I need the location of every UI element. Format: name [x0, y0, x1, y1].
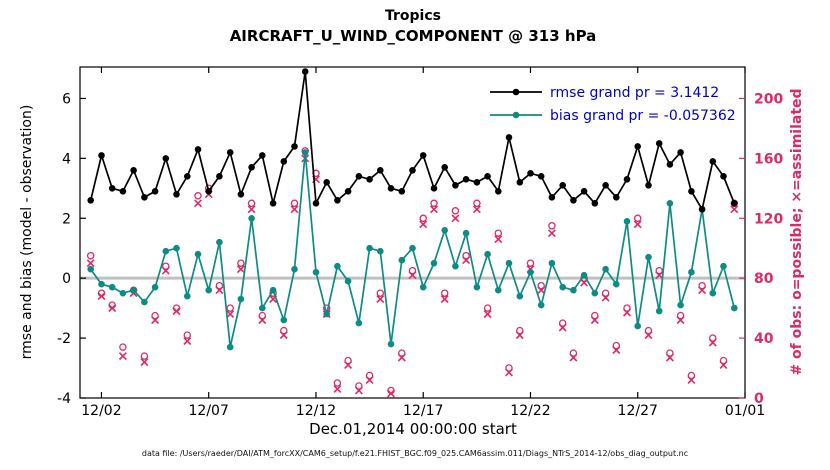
plot-frame: [79, 66, 746, 399]
x-tick-label: 12/07: [189, 403, 229, 419]
left-tick-label: 6: [62, 91, 71, 107]
right-tick-label: 0: [754, 391, 764, 407]
plot-variable-title: AIRCRAFT_U_WIND_COMPONENT @ 313 hPa: [229, 27, 597, 45]
left-tick-label: -4: [57, 391, 71, 407]
legend-entry-rmse: rmse grand pr = 3.1412: [490, 85, 719, 101]
left-tick-label: 0: [62, 271, 71, 287]
x-tick-label: 01/01: [725, 403, 765, 419]
x-tick-label: 12/22: [510, 403, 550, 419]
right-tick-label: 40: [754, 331, 774, 347]
left-tick-label: 2: [62, 211, 71, 227]
data-file-caption: data file: /Users/raeder/DAI/ATM_forcXX/…: [141, 449, 689, 458]
legend-dot-marker: [512, 111, 520, 119]
right-tick-label: 200: [754, 91, 783, 107]
left-tick-label: 4: [62, 151, 71, 167]
left-tick-label: -2: [57, 331, 71, 347]
legend-label: rmse grand pr = 3.1412: [550, 85, 719, 101]
rmse-series: [87, 68, 738, 213]
x-tick-label: 12/27: [618, 403, 658, 419]
obs-count-markers: [86, 147, 739, 398]
left-axis-label: rmse and bias (model - observation): [19, 104, 35, 360]
x-tick-label: 12/17: [403, 403, 443, 419]
right-tick-label: 80: [754, 271, 774, 287]
x-tick-label: 12/12: [296, 403, 336, 419]
x-tick-label: 12/02: [81, 403, 121, 419]
x-axis-label: Dec.01,2014 00:00:00 start: [309, 420, 517, 438]
legend-dot-marker: [512, 88, 520, 96]
legend-label: bias grand pr = -0.057362: [550, 108, 736, 124]
right-tick-label: 120: [754, 211, 783, 227]
plot-region-title: Tropics: [385, 8, 441, 24]
right-axis-label: # of obs: o=possible; ×=assimilated: [789, 88, 805, 376]
bias-series: [87, 149, 738, 351]
right-tick-label: 160: [754, 151, 783, 167]
legend-entry-bias: bias grand pr = -0.057362: [490, 108, 736, 124]
